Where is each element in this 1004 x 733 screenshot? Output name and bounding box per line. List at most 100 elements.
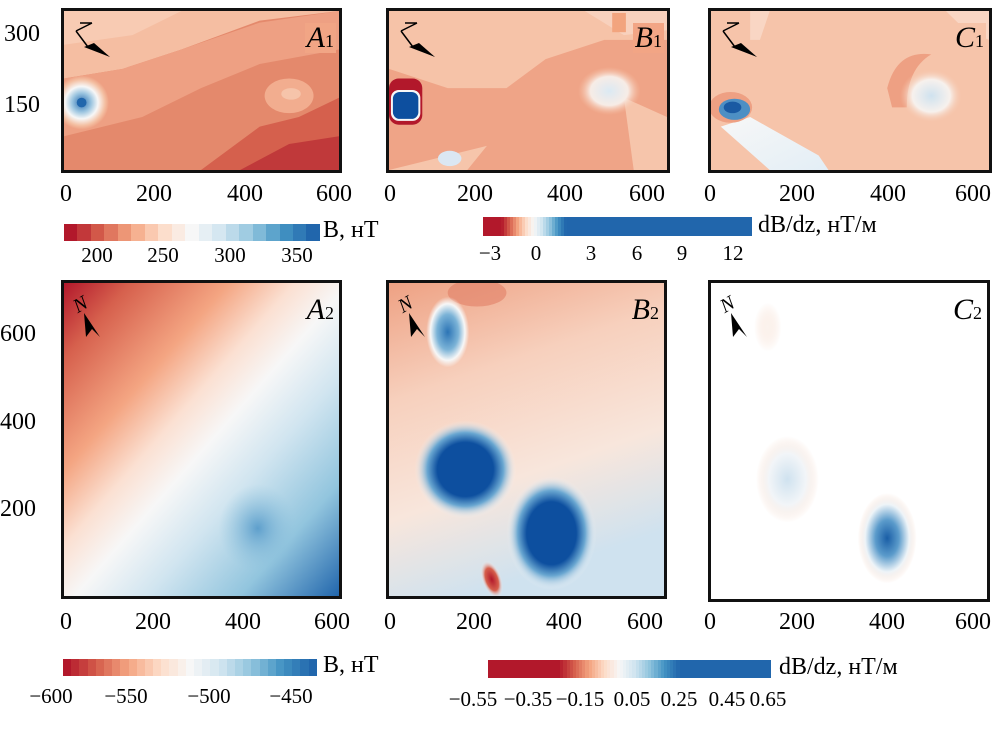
panel-c2: N C2 (708, 280, 990, 602)
colorbar-segment (654, 660, 658, 678)
cb2-tick: 0 (530, 241, 542, 265)
colorbar-segment (79, 659, 88, 676)
colorbar-segment (761, 660, 765, 678)
colorbar-segment (306, 224, 320, 241)
colorbar-segment (569, 660, 573, 678)
x-tick-a2-200: 200 (135, 609, 171, 635)
colorbar-segment (539, 217, 543, 236)
colorbar-segment (522, 660, 526, 678)
colorbar-segment (767, 660, 771, 678)
colorbar-segment (226, 659, 235, 676)
north-label: N (70, 291, 93, 318)
north-arrow-icon (717, 17, 761, 61)
colorbar-segment (662, 217, 666, 236)
colorbar-segment (533, 217, 537, 236)
colorbar-segment (516, 660, 520, 678)
cb4-tick: 0.25 (660, 687, 698, 711)
colorbar-segment (685, 217, 689, 236)
colorbar-segment (548, 217, 552, 236)
x-tick-b2-200: 200 (456, 609, 492, 635)
colorbar-segment (736, 660, 740, 678)
colorbar-dbdz-top (483, 217, 752, 236)
north-arrow-icon: N (393, 291, 439, 337)
x-tick-c2-400: 400 (869, 609, 905, 635)
colorbar-segment (647, 217, 651, 236)
colorbar-segment (720, 660, 724, 678)
colorbar-segment (535, 660, 539, 678)
colorbar-segment (503, 217, 507, 236)
y-tick-a2-200: 200 (0, 496, 36, 522)
x-tick-b1-600: 600 (629, 181, 665, 207)
cb2-tick: 12 (722, 241, 744, 265)
colorbar-segment (651, 660, 655, 678)
colorbar-segment (538, 660, 542, 678)
x-tick-a2-600: 600 (314, 609, 350, 635)
colorbar-segment (87, 659, 96, 676)
colorbar-unit-dbdz-top: dB/dz, нТ/м (758, 212, 877, 238)
colorbar-segment (619, 660, 624, 678)
svg-text:N: N (395, 291, 418, 318)
colorbar-segment (491, 660, 495, 678)
colorbar-segment (626, 660, 630, 678)
colorbar-segment (553, 660, 558, 678)
x-tick-b2-0: 0 (384, 609, 396, 635)
colorbar-segment (509, 660, 514, 678)
y-tick-a2-600: 600 (0, 321, 36, 347)
colorbar-segment (604, 660, 608, 678)
colorbar-segment (566, 660, 570, 678)
panel-label-b1: B1 (632, 21, 664, 54)
colorbar-segment (632, 660, 636, 678)
cb4-tick: −0.15 (555, 687, 605, 711)
colorbar-segment (518, 217, 522, 236)
colorbar-segment (727, 217, 731, 236)
colorbar-segment (629, 217, 633, 236)
colorbar-segment (488, 660, 492, 678)
cb4-tick: −0.55 (448, 687, 498, 711)
colorbar-segment (656, 217, 660, 236)
colorbar-segment (723, 660, 727, 678)
colorbar-segment (588, 660, 592, 678)
colorbar-segment (95, 659, 104, 676)
colorbar-segment (748, 217, 752, 236)
colorbar-segment (691, 217, 695, 236)
colorbar-segment (715, 217, 719, 236)
cb4-tick: −0.35 (503, 687, 553, 711)
colorbar-segment (665, 217, 669, 236)
colorbar-segment (161, 659, 170, 676)
colorbar-segment (626, 217, 630, 236)
colorbar-segment (545, 217, 549, 236)
colorbar-segment (732, 660, 737, 678)
north-arrow-icon (395, 17, 439, 61)
colorbar-segment (488, 217, 492, 236)
colorbar-segment (527, 217, 531, 236)
colorbar-segment (676, 660, 680, 678)
colorbar-segment (243, 659, 252, 676)
colorbar-segment (685, 660, 689, 678)
colorbar-segment (581, 217, 585, 236)
colorbar-segment (563, 660, 567, 678)
colorbar-segment (198, 224, 213, 241)
colorbar-segment (225, 224, 240, 241)
colorbar-segment (717, 660, 721, 678)
heatmap-a2 (64, 283, 339, 596)
x-tick-a1-600: 600 (316, 181, 352, 207)
colorbar-segment (632, 217, 636, 236)
panel-a2: N A2 (61, 280, 342, 599)
colorbar-segment (698, 660, 702, 678)
colorbar-segment (739, 217, 743, 236)
x-tick-c1-200: 200 (779, 181, 815, 207)
colorbar-segment (563, 217, 567, 236)
colorbar-segment (706, 217, 710, 236)
colorbar-segment (536, 217, 540, 236)
colorbar-segment (724, 217, 728, 236)
north-arrow-icon (70, 17, 114, 61)
colorbar-segment (284, 659, 293, 676)
colorbar-segment (617, 217, 621, 236)
colorbar-segment (177, 659, 186, 676)
x-tick-a2-400: 400 (225, 609, 261, 635)
colorbar-segment (730, 217, 734, 236)
colorbar-segment (569, 217, 573, 236)
panel-label-a1: A1 (304, 21, 336, 54)
y-tick-a2-400: 400 (0, 409, 36, 435)
colorbar-segment (267, 659, 276, 676)
